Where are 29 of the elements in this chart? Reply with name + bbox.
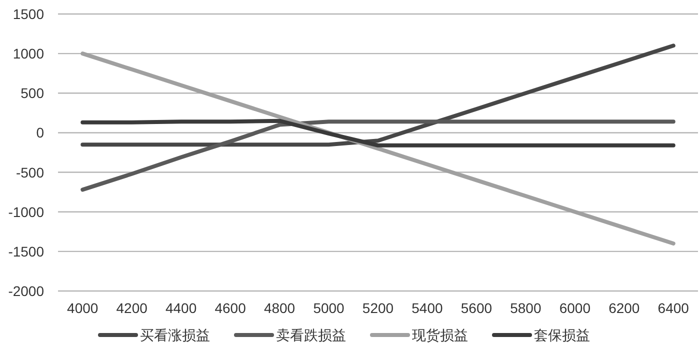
line-series	[80, 118, 676, 148]
legend-label: 卖看跌损益	[276, 327, 346, 343]
legend-label: 现货损益	[412, 327, 468, 343]
legend-label: 套保损益	[534, 327, 590, 343]
y-tick-label: 0	[36, 124, 44, 141]
x-tick-label: 5600	[460, 300, 492, 316]
line-series	[80, 44, 676, 147]
y-tick-label: -500	[16, 164, 44, 180]
y-tick-label: -2000	[8, 283, 44, 299]
x-tick-label: 5200	[362, 300, 394, 316]
x-tick-label: 5800	[510, 300, 542, 316]
x-tick-label: 4000	[67, 300, 98, 316]
line-series	[80, 120, 676, 192]
y-tick-label: 1500	[12, 6, 44, 22]
y-tick-label: -1500	[8, 243, 44, 260]
y-tick-label: -1000	[8, 204, 44, 220]
x-tick-label: 4400	[166, 300, 197, 316]
legend-label: 买看涨损益	[140, 327, 210, 343]
line-series	[80, 52, 676, 246]
x-tick-label: 4800	[264, 300, 296, 316]
x-tick-label: 6400	[658, 300, 690, 316]
y-tick-label: 500	[20, 85, 44, 102]
y-tick-label: 1000	[12, 46, 44, 62]
x-tick-label: 6000	[559, 300, 591, 316]
x-tick-label: 4600	[214, 300, 246, 316]
x-tick-label: 5000	[313, 300, 345, 316]
x-tick-label: 5400	[412, 300, 444, 316]
x-tick-label: 4200	[116, 300, 148, 316]
x-tick-label: 6200	[608, 300, 640, 316]
